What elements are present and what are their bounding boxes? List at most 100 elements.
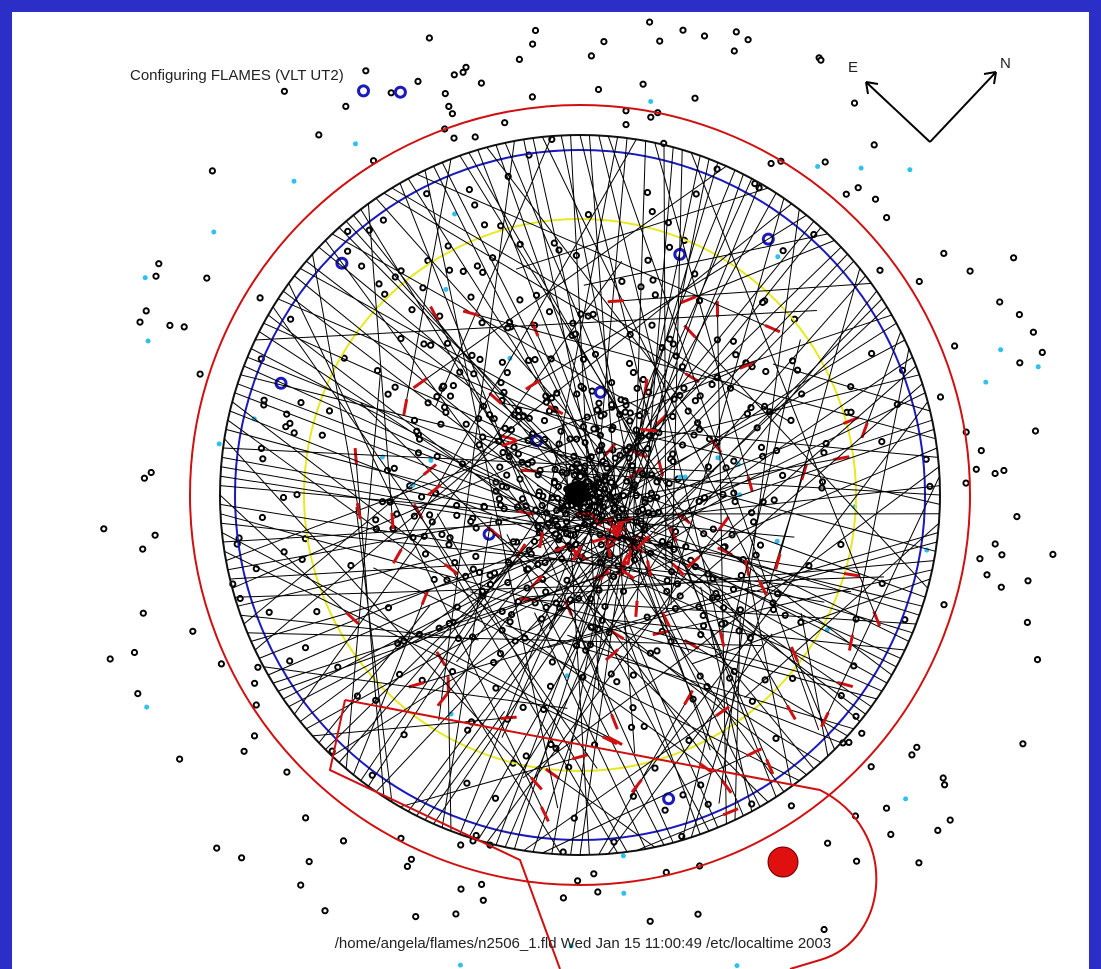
fibre (501, 178, 753, 738)
star (384, 390, 392, 398)
star (779, 471, 787, 479)
fibre (318, 246, 472, 373)
fibre (504, 560, 627, 848)
star (962, 479, 970, 487)
guide-star (662, 792, 676, 806)
star (669, 450, 677, 458)
fibre (716, 301, 727, 824)
star (529, 40, 537, 48)
star (252, 701, 260, 709)
star (730, 47, 738, 55)
fibre-button (538, 531, 545, 549)
star (870, 141, 878, 149)
fibre (592, 138, 628, 525)
star (297, 881, 305, 889)
fibre (501, 314, 892, 447)
fibre (367, 543, 526, 787)
fibre (407, 522, 626, 812)
star (457, 841, 465, 849)
fibre (259, 417, 859, 659)
star (694, 910, 702, 918)
fibre (234, 576, 885, 598)
star (428, 518, 436, 526)
fibre (267, 314, 586, 560)
fibre (522, 466, 940, 779)
star (365, 226, 373, 234)
star (1033, 656, 1042, 664)
star (770, 496, 778, 504)
star (477, 79, 485, 87)
fibre (652, 569, 933, 636)
fibre (495, 144, 711, 751)
fibre (538, 374, 920, 469)
star (618, 277, 626, 285)
fibre (800, 613, 829, 757)
star (208, 167, 216, 175)
star (882, 804, 891, 812)
fibre (523, 139, 611, 558)
star (525, 414, 533, 422)
fibre-button (462, 309, 479, 317)
fibre-button (619, 568, 636, 580)
fibre-button (429, 305, 440, 322)
star (1000, 466, 1008, 475)
center-star (565, 481, 589, 505)
fibre-button (408, 681, 425, 689)
star (913, 743, 921, 751)
guide-star (335, 256, 349, 270)
sky-fibre (648, 99, 654, 104)
star (468, 351, 476, 359)
star (779, 247, 787, 255)
star (504, 324, 512, 332)
fibre (486, 516, 730, 843)
fibre (541, 136, 767, 595)
fibers (219, 134, 941, 856)
fibre (607, 282, 872, 303)
star (887, 830, 895, 839)
fibre-button (718, 630, 726, 648)
star (545, 407, 554, 415)
star (680, 384, 688, 392)
star (685, 736, 693, 745)
star (519, 703, 527, 712)
star (646, 18, 654, 26)
star (665, 243, 674, 251)
compass-north-label: N (1000, 55, 1011, 72)
fibre-button (626, 549, 633, 566)
fibre-button (683, 689, 694, 706)
compass-east-arrow (865, 81, 879, 95)
fibre-button (436, 692, 449, 707)
star (189, 627, 197, 635)
star (976, 555, 984, 563)
fibre (572, 260, 855, 551)
star (595, 399, 603, 407)
fibre (408, 532, 939, 688)
star (503, 369, 511, 377)
fibre-button (843, 572, 861, 578)
fibre-button (590, 536, 607, 544)
fibre (231, 401, 458, 575)
compass: E N (848, 55, 1011, 143)
star (868, 349, 876, 358)
star (1038, 348, 1046, 356)
star (522, 752, 530, 760)
fibre-button (609, 629, 625, 641)
fibre-button (420, 589, 430, 606)
star (297, 399, 305, 407)
star (983, 571, 991, 579)
star (286, 419, 294, 427)
star (665, 479, 673, 487)
star (140, 474, 148, 482)
fibre-button (640, 427, 657, 433)
sky-fibre (568, 943, 574, 949)
fibre-button (345, 611, 360, 625)
fibre-button (610, 713, 619, 730)
fibre (220, 513, 853, 688)
star (391, 383, 399, 391)
fibre (375, 197, 657, 514)
fibre (791, 646, 836, 750)
star (478, 319, 486, 327)
star (321, 907, 329, 915)
star (750, 518, 758, 526)
